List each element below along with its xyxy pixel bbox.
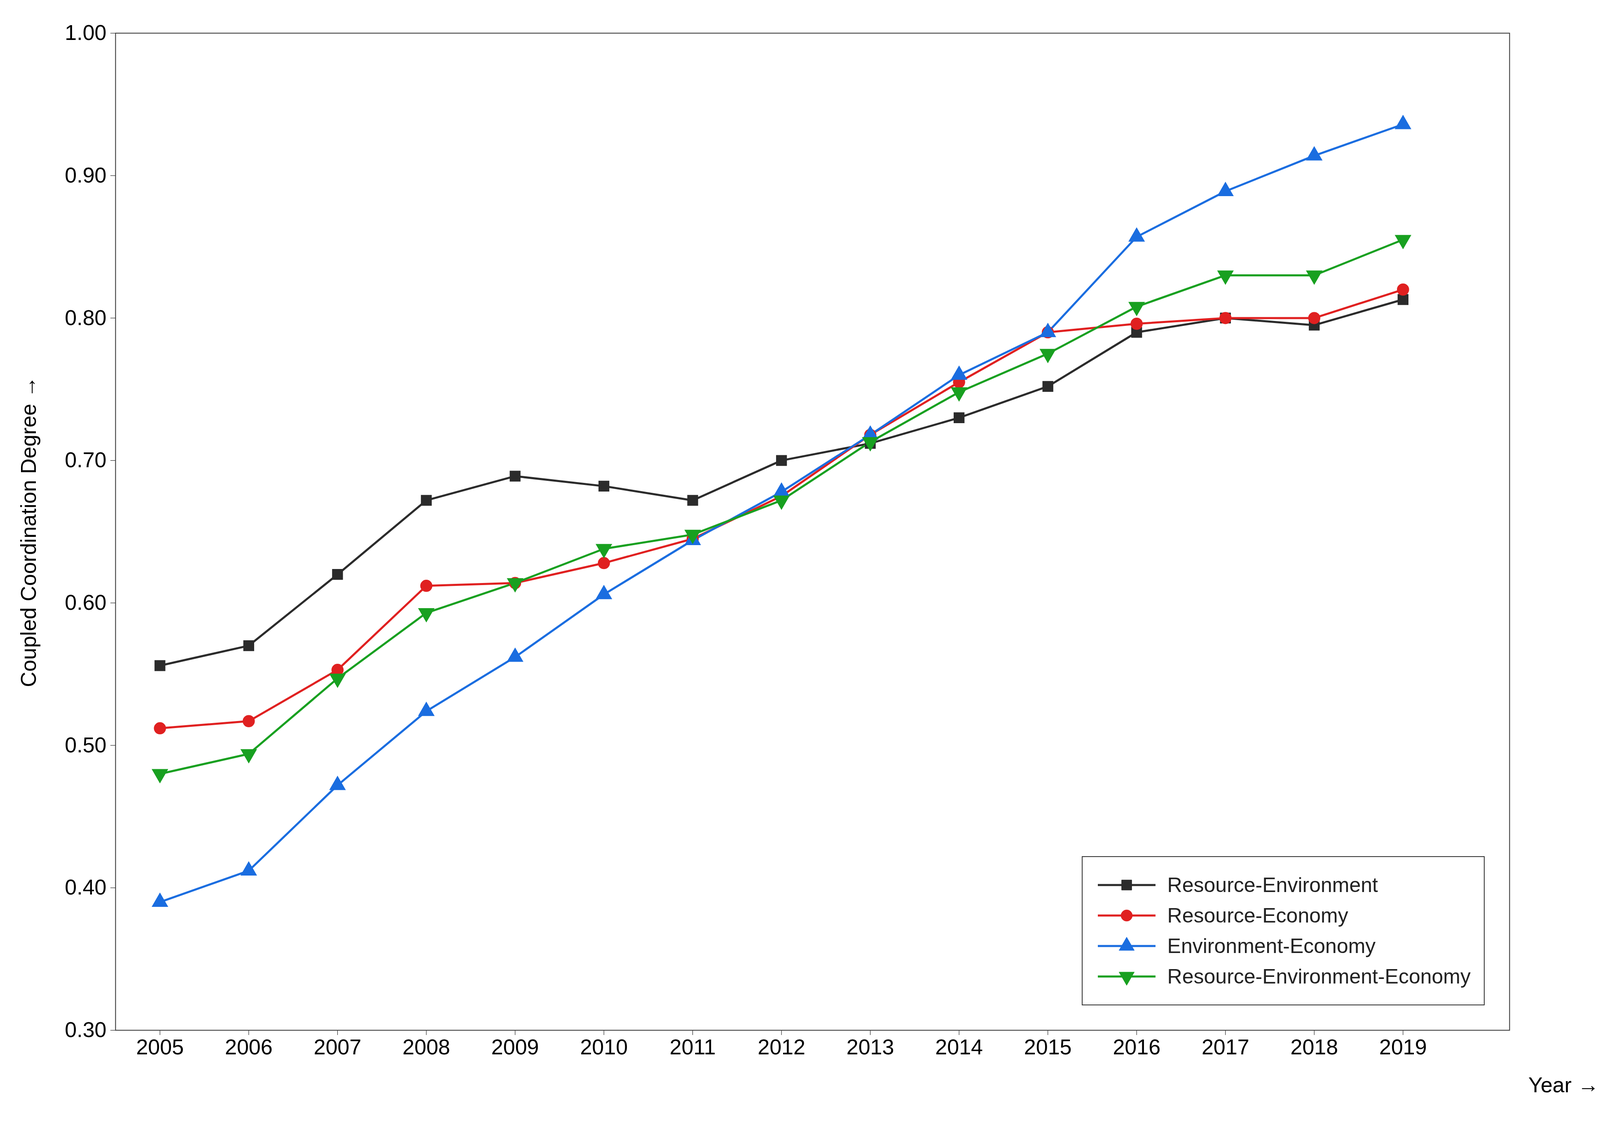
svg-text:0.80: 0.80 <box>64 305 107 330</box>
svg-text:Year →: Year → <box>1528 1072 1600 1097</box>
svg-text:2009: 2009 <box>491 1034 540 1059</box>
svg-text:2007: 2007 <box>313 1034 362 1059</box>
svg-text:2006: 2006 <box>224 1034 273 1059</box>
html-text:Resource-Economy: Resource-Economy <box>1167 903 1349 927</box>
html-text:Resource-Environment: Resource-Environment <box>1167 873 1378 897</box>
svg-text:2008: 2008 <box>402 1034 451 1059</box>
svg-text:0.30: 0.30 <box>64 1017 107 1042</box>
html-text:Resource-Environment-Economy: Resource-Environment-Economy <box>1167 964 1471 988</box>
svg-text:0.70: 0.70 <box>64 447 107 472</box>
html-text:Environment-Economy: Environment-Economy <box>1167 934 1376 958</box>
svg-text:2014: 2014 <box>935 1034 983 1059</box>
svg-text:2016: 2016 <box>1112 1034 1161 1059</box>
svg-text:2017: 2017 <box>1201 1034 1250 1059</box>
svg-text:2015: 2015 <box>1024 1034 1072 1059</box>
svg-text:2005: 2005 <box>135 1034 184 1059</box>
svg-text:2019: 2019 <box>1379 1034 1427 1059</box>
svg-text:0.60: 0.60 <box>64 590 107 615</box>
svg-text:2013: 2013 <box>846 1034 895 1059</box>
svg-text:0.40: 0.40 <box>64 874 107 899</box>
svg-text:1.00: 1.00 <box>64 20 107 45</box>
svg-text:0.90: 0.90 <box>64 163 107 188</box>
svg-text:2011: 2011 <box>669 1034 716 1059</box>
svg-text:Coupled Coordination Degree →: Coupled Coordination Degree → <box>16 376 41 687</box>
svg-text:2012: 2012 <box>757 1034 806 1059</box>
svg-text:2018: 2018 <box>1290 1034 1339 1059</box>
svg-text:0.50: 0.50 <box>64 732 107 757</box>
svg-text:2010: 2010 <box>580 1034 628 1059</box>
